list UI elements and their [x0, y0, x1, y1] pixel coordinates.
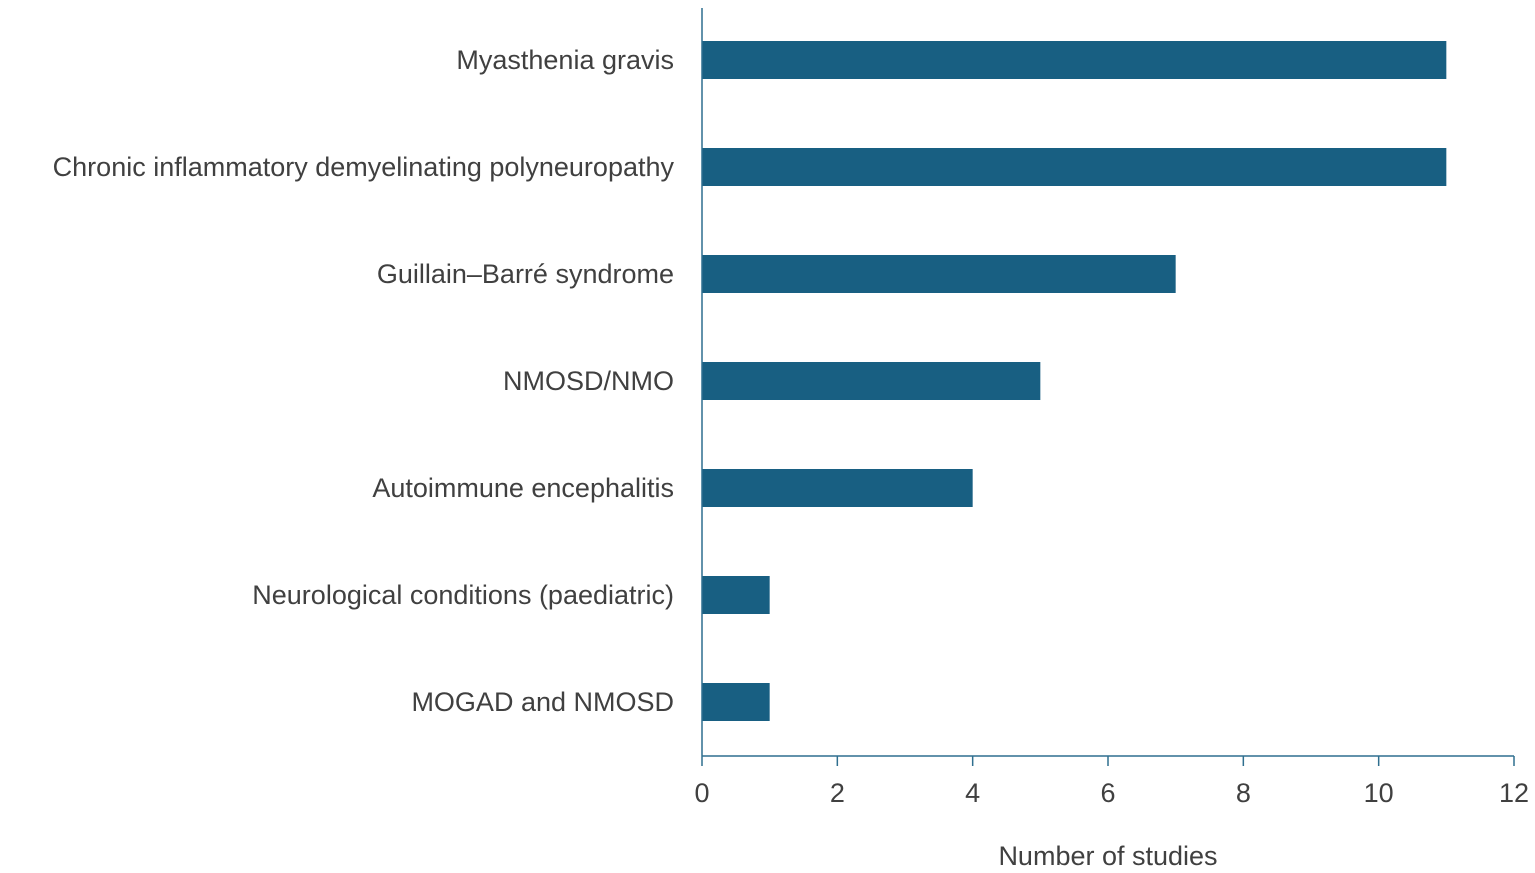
- category-label: Chronic inflammatory demyelinating polyn…: [53, 152, 675, 182]
- x-tick-label: 8: [1236, 778, 1251, 808]
- category-label: Myasthenia gravis: [456, 45, 674, 75]
- x-tick-label: 12: [1499, 778, 1529, 808]
- bar: [702, 41, 1447, 79]
- x-tick-label: 10: [1364, 778, 1394, 808]
- x-tick-label: 4: [965, 778, 980, 808]
- category-label: Autoimmune encephalitis: [372, 473, 674, 503]
- x-tick-label: 0: [694, 778, 709, 808]
- bars-group: [702, 41, 1447, 721]
- x-tick-label: 2: [830, 778, 845, 808]
- bar: [702, 362, 1041, 400]
- category-label: MOGAD and NMOSD: [411, 687, 674, 717]
- x-tick-label: 6: [1100, 778, 1115, 808]
- x-axis-title: Number of studies: [998, 841, 1217, 871]
- category-label: Guillain–Barré syndrome: [377, 259, 674, 289]
- bar: [702, 148, 1447, 186]
- category-label: Neurological conditions (paediatric): [252, 580, 674, 610]
- bar: [702, 255, 1176, 293]
- category-label: NMOSD/NMO: [503, 366, 674, 396]
- bar: [702, 469, 973, 507]
- x-ticks: 0 2 4 6 8 10 12: [694, 756, 1529, 808]
- category-labels: Myasthenia gravis Chronic inflammatory de…: [53, 45, 675, 717]
- bar: [702, 576, 770, 614]
- bar: [702, 683, 770, 721]
